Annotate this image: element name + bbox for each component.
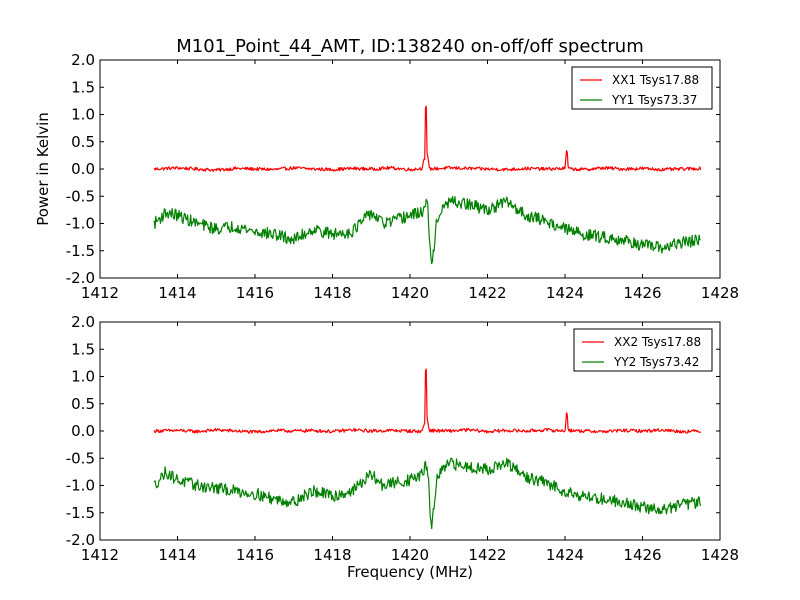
y-tick-label: 1.0 xyxy=(71,106,95,124)
x-tick-label: 1422 xyxy=(468,284,506,302)
legend-label: XX1 Tsys17.88 xyxy=(612,73,699,87)
x-axis-title: Frequency (MHz) xyxy=(347,563,473,581)
y-tick-label: 0.5 xyxy=(71,395,95,413)
y-tick-label: 2.0 xyxy=(71,51,95,69)
series-line-2-1 xyxy=(153,368,702,434)
x-tick-label: 1428 xyxy=(701,546,739,564)
y-tick-label: -0.5 xyxy=(66,449,95,467)
legend-label: YY2 Tsys73.42 xyxy=(613,355,699,369)
bottom-panel: 1412 1414 1416 1418 1420 1422 1424 1426 1428 2.0 1… xyxy=(66,313,739,581)
x-tick-label: 1414 xyxy=(158,546,196,564)
x-tick-label: 1424 xyxy=(546,284,584,302)
legend-box xyxy=(571,66,713,110)
y-tick-label: 1.0 xyxy=(71,368,95,386)
y-axis-title: Power in Kelvin xyxy=(34,112,52,226)
y-tick-label: 2.0 xyxy=(71,313,95,331)
x-tick-label: 1422 xyxy=(468,546,506,564)
x-tick-label: 1414 xyxy=(158,284,196,302)
y-tick-label: 0.5 xyxy=(71,133,95,151)
legend-label: XX2 Tsys17.88 xyxy=(614,335,701,349)
x-tick-label: 1424 xyxy=(546,546,584,564)
y-tick-label: -1.5 xyxy=(66,504,95,522)
legend-label: YY1 Tsys73.37 xyxy=(611,93,697,107)
y-tick-label: 1.5 xyxy=(71,340,95,358)
x-tick-label: 1412 xyxy=(81,546,119,564)
y-tick-label: -0.5 xyxy=(66,187,95,205)
legend-box xyxy=(573,328,713,372)
y-tick-label: -1.5 xyxy=(66,242,95,260)
y-tick-label: -2.0 xyxy=(66,531,95,549)
y-tick-label: -1.0 xyxy=(66,477,95,495)
x-tick-label: 1416 xyxy=(236,284,274,302)
x-tick-label: 1428 xyxy=(701,284,739,302)
y-tick-label: -1.0 xyxy=(66,215,95,233)
series-line-1-2 xyxy=(153,195,701,265)
x-tick-label: 1420 xyxy=(391,546,429,564)
y-tick-label: 0.0 xyxy=(71,160,95,178)
y-tick-label: -2.0 xyxy=(66,269,95,287)
top-panel: 1412 1414 1416 1418 1420 1422 1424 1426 1428 2.0 1… xyxy=(34,51,739,302)
x-tick-label: 1426 xyxy=(623,284,661,302)
legend: XX1 Tsys17.88 YY1 Tsys73.37 xyxy=(571,66,713,110)
y-tick-label: 0.0 xyxy=(71,422,95,440)
y-tick-label: 1.5 xyxy=(71,78,95,96)
x-tick-label: 1416 xyxy=(236,546,274,564)
x-tick-label: 1418 xyxy=(313,284,351,302)
x-tick-label: 1418 xyxy=(313,546,351,564)
x-tick-label: 1426 xyxy=(623,546,661,564)
x-tick-label: 1420 xyxy=(391,284,429,302)
series-line-2-2 xyxy=(153,457,702,530)
x-tick-label: 1412 xyxy=(81,284,119,302)
series-line-1-1 xyxy=(153,105,702,172)
figure-title: M101_Point_44_AMT, ID:138240 on-off/off … xyxy=(176,36,643,57)
legend: XX2 Tsys17.88 YY2 Tsys73.42 xyxy=(573,328,713,372)
